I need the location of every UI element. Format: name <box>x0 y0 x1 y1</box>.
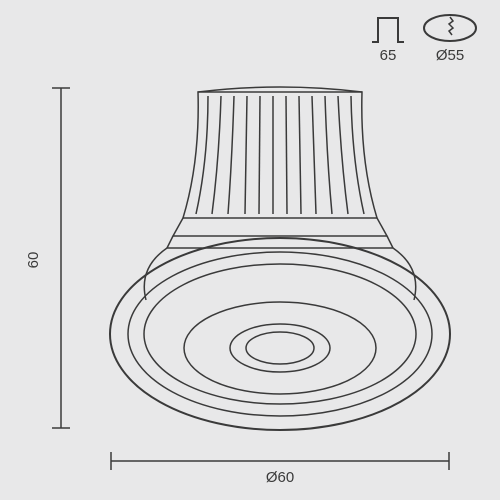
holesaw-label: Ø55 <box>436 47 464 64</box>
product-drawing <box>110 87 450 430</box>
holesaw-icon: Ø55 <box>424 15 476 64</box>
collar <box>167 218 393 248</box>
trim-rings <box>110 238 450 430</box>
heatsink <box>183 87 377 218</box>
height-dimension: 60 <box>25 88 70 428</box>
tech-drawing-canvas: 65 Ø55 60 Ø60 <box>0 0 500 500</box>
height-label: 60 <box>25 252 42 269</box>
cutout-label: 65 <box>380 47 397 64</box>
width-label: Ø60 <box>266 469 294 486</box>
width-dimension: Ø60 <box>111 452 449 486</box>
drawing-svg: 65 Ø55 60 Ø60 <box>0 0 500 500</box>
cutout-icon: 65 <box>372 18 404 64</box>
